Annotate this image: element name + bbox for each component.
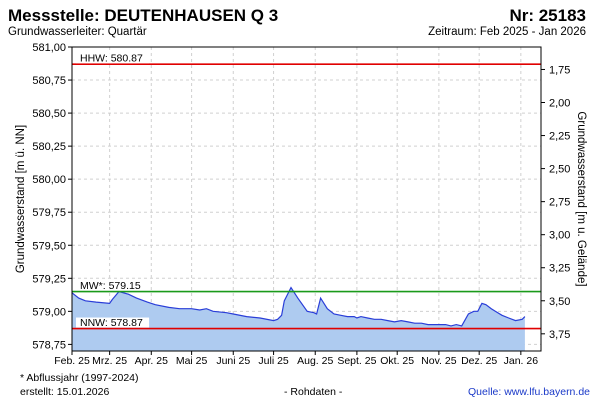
station-number: Nr: 25183 [509, 6, 586, 25]
y2-tick-label: 3,75 [549, 329, 570, 341]
source-link[interactable]: Quelle: www.lfu.bayern.de [468, 386, 590, 398]
y-tick-label: 579,25 [32, 273, 66, 285]
y-tick-label: 578,75 [32, 339, 66, 351]
y2-tick-label: 3,25 [549, 263, 570, 275]
x-tick-label: Feb. 25 [54, 355, 90, 367]
x-tick-label: Juli 25 [258, 355, 289, 367]
reference-label: NNW: 578.87 [80, 317, 143, 329]
y2-tick-label: 2,25 [549, 131, 570, 143]
x-tick-label: Aug. 25 [297, 355, 333, 367]
y2-tick-label: 1,75 [549, 64, 570, 76]
x-tick-label: Sept. 25 [337, 355, 376, 367]
aquifer-label: Grundwasserleiter: Quartär [8, 26, 147, 38]
x-tick-label: Apr. 25 [135, 355, 168, 367]
left-axis: 578,75 579,00 579,25 579,50 579,75 580,00 580,… [32, 42, 72, 351]
plot-background [72, 47, 541, 351]
x-tick-label: Okt. 25 [380, 355, 414, 367]
y-tick-label: 580,50 [32, 108, 66, 120]
y2-tick-label: 3,00 [549, 230, 570, 242]
series-fill [72, 287, 525, 351]
y-tick-label: 579,00 [32, 306, 66, 318]
raw-data-note: - Rohdaten - [284, 386, 343, 398]
created-date: erstellt: 15.01.2026 [20, 386, 110, 398]
x-axis: Feb. 25 Mrz. 25 Apr. 25 Mai 25 Juni 25 Juli 2… [54, 351, 538, 367]
x-tick-label: Jan. 26 [504, 355, 539, 367]
x-tick-label: Mrz. 25 [92, 355, 127, 367]
y-tick-label: 580,25 [32, 141, 66, 153]
reference-label-bg [76, 53, 150, 64]
station-title: Messstelle: DEUTENHAUSEN Q 3 [8, 6, 279, 25]
reference-label-bg [76, 280, 150, 291]
y-axis-label: Grundwasserstand [m ü. NN] [15, 125, 27, 273]
y2-tick-label: 2,50 [549, 164, 570, 176]
x-tick-label: Nov. 25 [421, 355, 457, 367]
x-tick-label: Dez. 25 [461, 355, 497, 367]
y2-tick-label: 2,75 [549, 197, 570, 209]
x-tick-label: Juni 25 [216, 355, 250, 367]
series-line [71, 286, 526, 327]
y2-tick-label: 2,00 [549, 98, 570, 110]
period-label: Zeitraum: Feb 2025 - Jan 2026 [428, 26, 586, 38]
y-tick-label: 580,00 [32, 174, 66, 186]
reference-label-bg [76, 317, 150, 328]
x-tick-label: Mai 25 [176, 355, 208, 367]
footnote-abflussjahr: * Abflussjahr (1997-2024) [20, 372, 139, 384]
plot-frame [71, 46, 542, 352]
y2-tick-label: 3,50 [549, 296, 570, 308]
y-tick-label: 580,75 [32, 75, 66, 87]
reference-label: HHW: 580.87 [80, 53, 143, 65]
series-area [71, 286, 526, 351]
reference-lines: HHW: 580.87 MW*: 579.15 NNW: 578.87 [72, 53, 541, 330]
y2-axis-label: Grundwasserstand [m u. Gelände] [575, 111, 587, 286]
reference-label: MW*: 579.15 [80, 280, 141, 292]
y-tick-label: 579,75 [32, 207, 66, 219]
y-tick-label: 581,00 [32, 42, 66, 54]
right-axis: 1,75 2,00 2,25 2,50 2,75 3,00 3,25 3,50 3,75 [541, 64, 570, 341]
y-tick-label: 579,50 [32, 240, 66, 252]
